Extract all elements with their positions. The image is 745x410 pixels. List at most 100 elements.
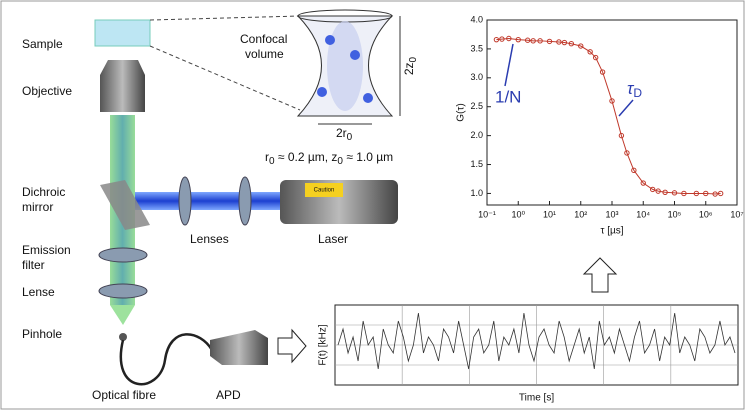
data-point — [561, 39, 568, 46]
data-point — [592, 54, 599, 61]
data-point — [537, 38, 543, 44]
data-point — [640, 180, 646, 186]
label: Laser — [318, 232, 348, 246]
data-point — [599, 69, 606, 75]
data-point — [618, 132, 625, 139]
y-tick-label: 3.5 — [470, 43, 483, 53]
y-axis-label: F(t) [kHz] — [318, 324, 329, 365]
dichroic-plate — [100, 180, 150, 230]
confocal-label: Confocal — [240, 32, 287, 46]
molecule — [317, 87, 327, 97]
data-point — [587, 49, 593, 55]
lens — [178, 176, 192, 226]
data-point — [506, 35, 512, 42]
label: Optical fibre — [92, 388, 156, 402]
x-tick-label: 10⁶ — [699, 209, 713, 219]
label: Sample — [22, 37, 63, 51]
y-tick-label: 1.5 — [470, 159, 483, 169]
y-tick-label: 2.5 — [470, 101, 483, 111]
label: Dichroic — [22, 185, 65, 199]
label: Lense — [22, 285, 55, 299]
data-point — [578, 43, 584, 49]
caution-text: Caution — [314, 188, 335, 194]
data-point — [568, 41, 575, 47]
data-point — [662, 189, 668, 195]
dashed-line — [149, 45, 301, 111]
x-tick-label: 10³ — [605, 209, 618, 219]
x-tick-label: 10⁻¹ — [478, 209, 496, 219]
x-tick-label: 10² — [574, 209, 587, 219]
lens — [238, 176, 252, 226]
sizes-part: ≈ 0.2 µm, z — [275, 150, 338, 164]
arrow-right — [277, 328, 307, 364]
trace — [337, 312, 736, 370]
x-tick-label: 10⁷ — [730, 209, 743, 219]
label: APD — [216, 388, 241, 402]
confocal-label: volume — [245, 47, 284, 61]
data-point — [609, 98, 615, 104]
tau: τ — [627, 79, 635, 98]
data-point — [524, 37, 531, 43]
sizes-label: r0 ≈ 0.2 µm, z0 ≈ 1.0 µm — [265, 150, 393, 166]
label: Lenses — [190, 232, 229, 246]
x-tick-label: 10⁴ — [636, 209, 650, 219]
data-point — [671, 190, 678, 196]
label: filter — [22, 258, 45, 272]
tau-sub: D — [633, 86, 642, 100]
y-tick-label: 4.0 — [470, 14, 483, 24]
label: Pinhole — [22, 327, 62, 341]
data-point — [717, 190, 724, 197]
objective — [100, 60, 145, 112]
annotation: 1/N — [495, 87, 521, 106]
sample — [94, 19, 151, 47]
height-text: 2z — [402, 62, 416, 75]
x-tick-label: 10⁰ — [511, 209, 525, 219]
y-tick-label: 3.0 — [470, 72, 483, 82]
data-point — [493, 36, 500, 43]
data-point — [681, 190, 687, 197]
annotation-arrow — [618, 99, 634, 117]
data-point — [712, 191, 718, 197]
y-tick-label: 1.0 — [470, 188, 483, 198]
sizes-sub: 0 — [337, 156, 343, 167]
width-label: 2r0 — [336, 126, 353, 142]
lense-shape — [98, 283, 148, 299]
height-sub: 0 — [408, 56, 419, 62]
y-tick-label: 2.0 — [470, 130, 483, 140]
data-point — [703, 190, 709, 197]
width-text: 2r — [336, 126, 347, 140]
data-point — [624, 150, 630, 156]
molecule — [325, 35, 335, 45]
data-point — [499, 36, 505, 42]
label: mirror — [22, 200, 53, 214]
height-label: 2z0 — [402, 56, 418, 75]
x-tick-label: 10¹ — [543, 209, 556, 219]
y-axis-label: G(τ) — [456, 103, 467, 121]
pinhole — [119, 333, 127, 341]
emission-filter — [98, 247, 148, 263]
sizes-sub: 0 — [269, 156, 275, 167]
arrow-up — [582, 257, 618, 293]
fibre — [119, 333, 214, 386]
sizes-part: r — [265, 150, 269, 164]
data-point — [556, 39, 562, 45]
data-point — [655, 188, 661, 194]
focus-cone — [110, 305, 135, 325]
annotation: τD — [627, 79, 642, 100]
data-point — [649, 186, 656, 193]
annotation-arrow — [504, 43, 514, 87]
apd — [210, 330, 268, 365]
x-axis-label: Time [s] — [519, 393, 554, 404]
width-sub: 0 — [347, 132, 353, 143]
x-axis-label: τ [µs] — [600, 226, 623, 237]
molecule — [350, 50, 360, 60]
x-tick-label: 10⁵ — [668, 209, 682, 219]
label: Emission — [22, 243, 71, 257]
sizes-part: ≈ 1.0 µm — [343, 150, 393, 164]
molecule — [363, 93, 373, 103]
data-point — [631, 167, 637, 174]
data-point — [530, 38, 536, 44]
caution-sticker — [305, 183, 343, 197]
data-point — [546, 38, 553, 45]
